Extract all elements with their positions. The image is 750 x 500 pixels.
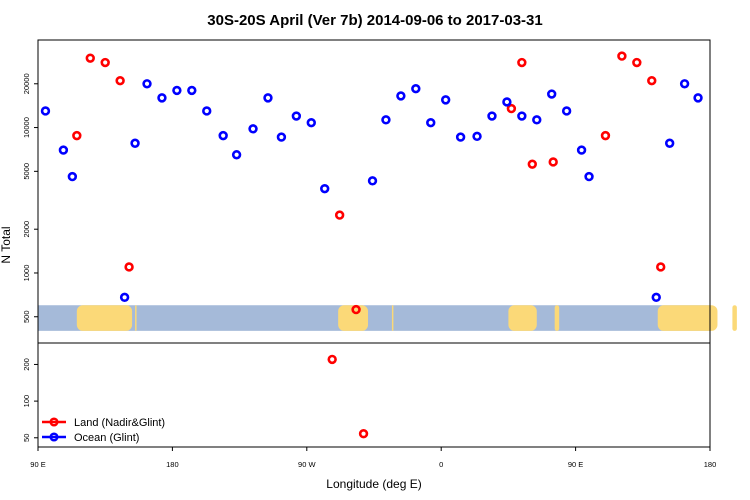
land-patch bbox=[554, 305, 560, 331]
land-point bbox=[334, 210, 345, 220]
legend-land-marker bbox=[49, 417, 59, 427]
ocean-point bbox=[172, 85, 182, 96]
ocean-point bbox=[455, 132, 466, 142]
ocean-point bbox=[119, 292, 130, 303]
land-point bbox=[647, 75, 657, 86]
land-patch bbox=[732, 305, 737, 331]
chart-title: 30S-20S April (Ver 7b) 2014-09-06 to 201… bbox=[207, 12, 542, 29]
ocean-point bbox=[561, 106, 572, 116]
ocean-point bbox=[679, 79, 690, 89]
ocean-point bbox=[426, 117, 436, 128]
land-point bbox=[632, 57, 642, 68]
upper-panel-frame bbox=[37, 39, 711, 344]
ocean-point bbox=[40, 106, 51, 116]
ocean-point bbox=[248, 124, 258, 134]
ocean-point bbox=[517, 111, 527, 121]
x-tick-label: 0 bbox=[439, 460, 443, 469]
land-point bbox=[517, 57, 527, 68]
ocean-point bbox=[218, 130, 228, 141]
legend: Land (Nadir&Glint) Ocean (Glint) bbox=[42, 417, 165, 444]
ocean-point bbox=[291, 111, 302, 121]
ocean-point bbox=[320, 183, 330, 194]
ocean-point bbox=[381, 115, 391, 125]
land-point bbox=[527, 159, 537, 169]
ocean-point bbox=[157, 93, 167, 103]
ocean-point bbox=[231, 150, 242, 160]
land-point bbox=[100, 57, 110, 68]
x-tick-label: 90 E bbox=[568, 460, 583, 469]
lower-y-axis: 50 100 200 bbox=[22, 358, 38, 442]
ocean-point bbox=[306, 117, 316, 128]
land-patch bbox=[508, 305, 537, 331]
legend-ocean-marker bbox=[49, 432, 59, 442]
land-patch bbox=[657, 305, 718, 331]
x-axis-label: Longitude (deg E) bbox=[326, 477, 421, 491]
land-point bbox=[506, 103, 517, 114]
ocean-point bbox=[487, 111, 497, 121]
y-tick-label: 10000 bbox=[22, 117, 31, 138]
x-tick-label: 90 E bbox=[30, 460, 45, 469]
y-tick-label: 500 bbox=[22, 310, 31, 323]
y-tick-label: 2000 bbox=[22, 221, 31, 238]
x-tick-label: 90 W bbox=[298, 460, 316, 469]
y-tick-label: 5000 bbox=[22, 163, 31, 180]
ocean-band bbox=[38, 305, 710, 331]
land-point bbox=[124, 262, 134, 272]
ocean-point bbox=[693, 93, 703, 103]
land-point bbox=[72, 130, 82, 141]
land-patch bbox=[391, 305, 394, 331]
ocean-point bbox=[664, 138, 675, 148]
land-point bbox=[617, 51, 627, 61]
ocean-point bbox=[130, 138, 140, 148]
x-tick-label: 180 bbox=[166, 460, 179, 469]
upper-y-axis: 500 1000 2000 5000 10000 20000 bbox=[22, 73, 38, 323]
ocean-point bbox=[532, 115, 542, 125]
y-tick-label: 20000 bbox=[22, 73, 31, 94]
data-points bbox=[40, 51, 703, 439]
map-strip bbox=[38, 305, 737, 331]
y-tick-label: 200 bbox=[22, 358, 31, 371]
ocean-point bbox=[276, 132, 287, 142]
ocean-point bbox=[651, 292, 661, 303]
land-point bbox=[358, 429, 369, 439]
y-tick-label: 50 bbox=[22, 434, 31, 442]
land-point bbox=[327, 354, 337, 365]
ocean-point bbox=[502, 97, 512, 107]
ocean-point bbox=[187, 85, 197, 96]
land-point bbox=[85, 53, 95, 63]
y-tick-label: 100 bbox=[22, 395, 31, 408]
land-patch bbox=[135, 305, 137, 331]
ocean-point bbox=[411, 84, 421, 94]
land-point bbox=[351, 304, 361, 315]
x-axis: 90 E 180 90 W 0 90 E 180 bbox=[30, 447, 716, 469]
land-point bbox=[600, 130, 611, 141]
land-point bbox=[115, 75, 125, 86]
ocean-point bbox=[576, 145, 587, 155]
ocean-point bbox=[547, 89, 557, 99]
ocean-point bbox=[367, 176, 378, 186]
lower-panel-frame bbox=[37, 342, 711, 448]
ocean-point bbox=[67, 171, 78, 182]
ocean-point bbox=[440, 95, 451, 105]
ocean-point bbox=[58, 145, 69, 155]
ocean-point bbox=[396, 91, 406, 101]
land-point bbox=[656, 262, 666, 272]
land-point bbox=[548, 157, 558, 167]
ocean-point bbox=[142, 79, 152, 89]
y-tick-label: 1000 bbox=[22, 265, 31, 282]
x-tick-label: 180 bbox=[704, 460, 717, 469]
ocean-point bbox=[263, 93, 273, 103]
legend-land-label: Land (Nadir&Glint) bbox=[74, 417, 165, 429]
legend-ocean-label: Ocean (Glint) bbox=[74, 432, 139, 444]
land-patch bbox=[338, 305, 369, 331]
land-patch bbox=[76, 305, 133, 331]
ocean-point bbox=[472, 131, 482, 142]
ocean-point bbox=[584, 171, 594, 182]
y-axis-label: N Total bbox=[0, 226, 13, 263]
ocean-point bbox=[202, 106, 212, 116]
